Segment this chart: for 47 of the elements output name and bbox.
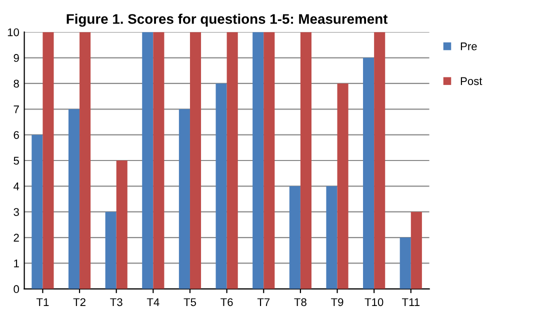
x-tick-label: T5 [184,298,196,306]
y-tick-label: 3 [14,208,19,216]
bar [153,32,164,289]
x-tick-label: T8 [294,298,306,306]
bar [226,32,238,289]
x-tick-label: T1 [36,298,49,306]
legend-label: Post [460,77,482,86]
x-tick-label: T6 [220,298,233,306]
bar [178,109,190,289]
x-tick-label: T4 [146,298,160,306]
bar [190,32,202,289]
bar [80,32,91,289]
y-tick-label: 2 [14,234,19,242]
bar [32,134,43,289]
x-tick-label: T10 [364,298,384,306]
y-tick-label: 10 [8,28,20,36]
y-tick-label: 8 [14,80,19,88]
y-tick-label: 9 [14,54,19,62]
bar [68,109,80,289]
x-tick-label: T11 [402,298,420,306]
x-tick-label: T3 [110,298,122,306]
bar [363,58,374,289]
y-tick-label: 6 [14,131,19,139]
bar [289,186,300,289]
bar [105,212,116,289]
bar [116,160,128,289]
y-tick-label: 4 [14,182,20,190]
x-tick-label: T2 [73,298,86,306]
bar [300,32,312,289]
bar [400,238,411,289]
bar [142,32,154,289]
y-tick-label: 0 [14,285,20,294]
x-tick-label: T9 [331,298,344,306]
y-tick-label: 1 [14,260,19,268]
bar [252,32,264,289]
bar [374,32,386,289]
y-tick-label: 5 [14,156,19,165]
bar [42,32,54,289]
legend-label: Pre [460,42,477,50]
x-tick-label: T7 [257,298,270,306]
chart-title: Figure 1. Scores for questions 1-5: Measurement [66,14,388,27]
bar [337,83,348,289]
y-tick-label: 7 [14,106,19,114]
bar [326,186,338,289]
bar [410,212,422,289]
bar [264,32,275,289]
bar [216,83,227,289]
